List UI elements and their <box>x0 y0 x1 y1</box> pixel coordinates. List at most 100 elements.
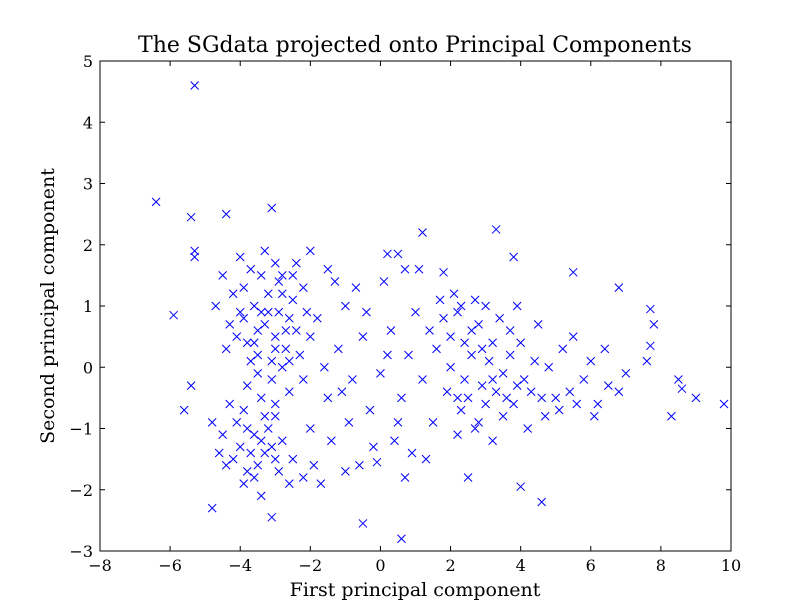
scatter-point <box>298 283 308 292</box>
x-axis-label: First principal component <box>290 579 541 601</box>
scatter-point <box>674 375 683 384</box>
scatter-point <box>667 411 676 421</box>
scatter-point <box>256 436 266 446</box>
scatter-point <box>393 249 403 259</box>
x-tick-label: −8 <box>88 556 112 575</box>
y-tick-label: −1 <box>69 420 93 439</box>
scatter-point <box>305 332 315 341</box>
scatter-point <box>554 405 564 415</box>
scatter-point <box>235 307 245 317</box>
y-tick-label: −2 <box>69 481 93 500</box>
scatter-point <box>456 301 466 311</box>
scatter-point <box>225 320 235 329</box>
scatter-point <box>242 424 252 433</box>
scatter-point <box>488 436 497 446</box>
scatter-point <box>288 454 298 464</box>
scatter-point <box>400 473 410 482</box>
scatter-point <box>246 356 256 366</box>
scatter-point <box>516 338 526 348</box>
scatter-point <box>341 467 350 476</box>
scatter-point <box>316 479 326 488</box>
x-tick-label: 8 <box>656 556 666 575</box>
x-tick-label: 0 <box>375 556 385 575</box>
scatter-point <box>407 448 417 458</box>
scatter-point <box>355 460 364 470</box>
scatter-point <box>453 430 462 439</box>
x-tick-label: 6 <box>586 556 596 575</box>
scatter-point <box>235 252 245 262</box>
scatter-point <box>249 301 259 311</box>
scatter-point <box>270 344 280 354</box>
scatter-point <box>537 497 547 507</box>
scatter-point <box>228 454 238 464</box>
scatter-point <box>305 246 315 256</box>
scatter-point <box>376 369 385 378</box>
scatter-point <box>533 320 543 329</box>
scatter-point <box>169 310 178 320</box>
y-tick-label: 0 <box>83 358 93 377</box>
scatter-point <box>470 424 480 433</box>
x-tick-label: 4 <box>516 556 526 575</box>
scatter-point <box>337 387 347 397</box>
scatter-point <box>540 411 550 421</box>
y-axis-label: Second principal component <box>37 168 59 444</box>
scatter-point <box>312 313 322 323</box>
scatter-point <box>614 387 624 397</box>
scatter-point <box>291 258 301 268</box>
y-tick-label: 4 <box>83 113 93 132</box>
scatter-point <box>207 503 217 513</box>
scatter-point <box>603 381 613 390</box>
scatter-point <box>390 436 399 446</box>
scatter-point <box>404 350 413 360</box>
scatter-point <box>498 369 508 378</box>
scatter-point <box>372 457 382 467</box>
y-tick-label: 1 <box>83 297 93 316</box>
scatter-point <box>383 350 392 360</box>
scatter-point <box>295 350 305 360</box>
scatter-point <box>260 448 270 458</box>
scatter-point <box>267 442 277 452</box>
scatter-point <box>327 436 336 446</box>
scatter-point <box>467 326 476 335</box>
scatter-point <box>418 228 427 237</box>
scatter-point <box>214 448 224 458</box>
scatter-point <box>225 399 235 409</box>
scatter-point <box>253 350 263 360</box>
scatter-point <box>320 362 329 372</box>
scatter-point <box>218 430 228 439</box>
scatter-point <box>274 277 284 286</box>
scatter-point <box>239 313 249 323</box>
scatter-point <box>260 320 270 329</box>
scatter-point <box>221 209 231 219</box>
scatter-point <box>263 307 273 317</box>
scatter-point <box>460 375 469 384</box>
scatter-point <box>649 320 659 329</box>
scatter-point <box>481 399 490 409</box>
scatter-point <box>579 375 589 384</box>
scatter-point <box>593 399 603 409</box>
scatter-point <box>526 387 536 397</box>
scatter-point <box>463 393 473 403</box>
scatter-point <box>267 375 277 384</box>
scatter-point <box>242 467 252 476</box>
scatter-point <box>491 387 501 397</box>
scatter-point <box>348 375 357 384</box>
scatter-point <box>277 289 287 299</box>
scatter-point <box>530 356 540 366</box>
y-tick-label: −3 <box>69 542 93 561</box>
scatter-point <box>256 491 266 501</box>
scatter-point <box>323 393 333 403</box>
scatter-point <box>334 344 343 354</box>
scatter-point <box>179 405 189 415</box>
scatter-point <box>446 362 455 372</box>
scatter-point <box>456 405 466 415</box>
scatter-point <box>263 424 273 433</box>
scatter-point <box>446 332 455 341</box>
scatter-point <box>239 479 249 488</box>
scatter-point <box>488 375 497 384</box>
scatter-point <box>397 393 406 403</box>
scatter-point <box>253 326 263 335</box>
scatter-point <box>190 246 200 256</box>
scatter-point <box>551 393 561 403</box>
scatter-point <box>323 264 333 274</box>
